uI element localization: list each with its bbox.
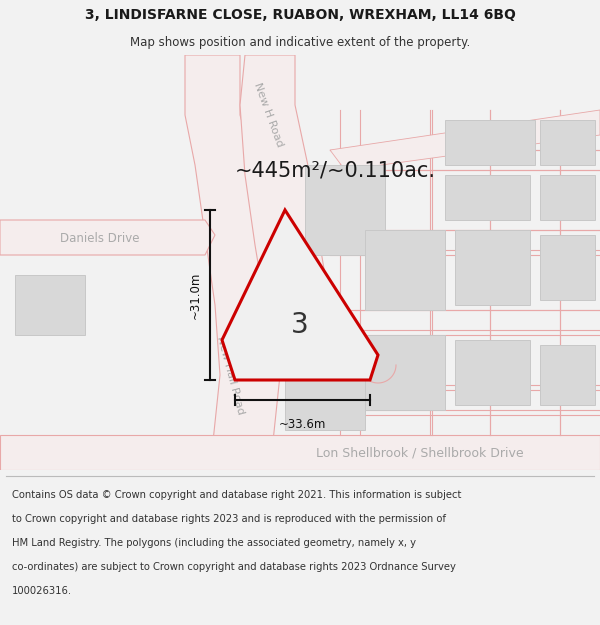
Bar	[540, 345, 595, 405]
Text: New Hall Road: New Hall Road	[215, 334, 245, 416]
Bar	[365, 335, 445, 410]
Polygon shape	[0, 435, 600, 470]
Bar	[445, 120, 535, 165]
Text: ~33.6m: ~33.6m	[279, 418, 326, 431]
Bar	[445, 175, 530, 220]
Polygon shape	[185, 55, 280, 470]
Bar	[455, 340, 530, 405]
Polygon shape	[330, 110, 600, 170]
Text: Lon Shellbrook / Shellbrook Drive: Lon Shellbrook / Shellbrook Drive	[316, 446, 524, 459]
Text: co-ordinates) are subject to Crown copyright and database rights 2023 Ordnance S: co-ordinates) are subject to Crown copyr…	[12, 562, 456, 572]
Text: Daniels Drive: Daniels Drive	[60, 231, 140, 244]
Text: HM Land Registry. The polygons (including the associated geometry, namely x, y: HM Land Registry. The polygons (includin…	[12, 538, 416, 548]
Bar	[15, 275, 85, 335]
Text: Map shows position and indicative extent of the property.: Map shows position and indicative extent…	[130, 36, 470, 49]
Text: ~31.0m: ~31.0m	[189, 271, 202, 319]
Bar	[540, 120, 595, 165]
Bar	[540, 175, 595, 220]
Text: 100026316.: 100026316.	[12, 586, 72, 596]
Text: 3: 3	[291, 311, 309, 339]
Polygon shape	[0, 220, 215, 255]
Text: 3, LINDISFARNE CLOSE, RUABON, WREXHAM, LL14 6BQ: 3, LINDISFARNE CLOSE, RUABON, WREXHAM, L…	[85, 8, 515, 22]
Text: to Crown copyright and database rights 2023 and is reproduced with the permissio: to Crown copyright and database rights 2…	[12, 514, 446, 524]
Bar	[540, 235, 595, 300]
Bar	[285, 360, 365, 430]
Text: Contains OS data © Crown copyright and database right 2021. This information is : Contains OS data © Crown copyright and d…	[12, 490, 461, 500]
Bar	[305, 165, 385, 255]
Bar	[365, 230, 445, 310]
Polygon shape	[240, 55, 335, 355]
Text: ~445m²/~0.110ac.: ~445m²/~0.110ac.	[235, 160, 436, 180]
Bar	[455, 230, 530, 305]
Text: New H Road: New H Road	[252, 81, 284, 149]
Polygon shape	[222, 210, 378, 380]
